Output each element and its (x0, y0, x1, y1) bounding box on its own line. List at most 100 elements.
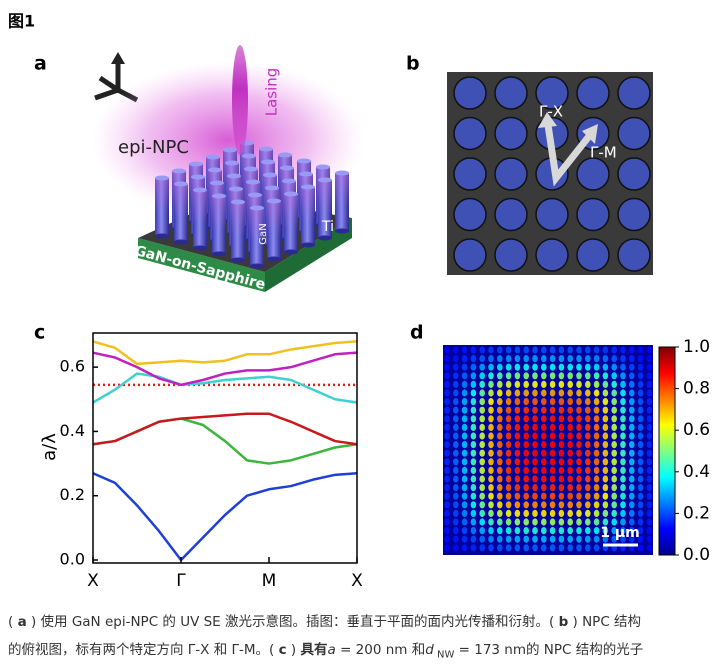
field-spot (602, 423, 609, 431)
field-spot (514, 432, 521, 440)
field-spot (611, 449, 617, 457)
field-spot (479, 475, 486, 483)
field-spot (453, 449, 459, 457)
field-spot (620, 501, 626, 509)
field-spot (523, 449, 529, 457)
lasing-label: Lasing (263, 68, 281, 117)
direction-label: Γ-X (539, 103, 563, 121)
field-spot (453, 527, 459, 535)
band-line (92, 372, 358, 404)
field-spot (541, 423, 547, 431)
field-spot (585, 398, 591, 406)
field-spot (532, 484, 538, 492)
field-spot (593, 415, 600, 423)
field-spot (488, 380, 494, 388)
field-spot (479, 355, 486, 363)
field-spot (505, 346, 512, 354)
field-spot (505, 509, 512, 517)
field-spot (576, 475, 582, 483)
pillar-top (248, 192, 262, 198)
field-spot (523, 372, 529, 380)
arrow-head (538, 112, 557, 128)
field-spot (470, 423, 477, 431)
field-spot (593, 484, 600, 492)
pillar-top (318, 177, 332, 183)
field-spot (646, 492, 653, 500)
field-spot (602, 398, 609, 406)
field-spot (497, 380, 503, 388)
field-spot (470, 484, 477, 492)
field-spot (514, 423, 521, 431)
field-spot (453, 535, 459, 543)
field-spot (585, 527, 591, 535)
field-spot (637, 441, 644, 449)
caption-text: 具有 (300, 642, 328, 658)
caption-text: d (425, 642, 434, 658)
field-spot (453, 389, 459, 397)
field-spot (479, 509, 486, 517)
caption-text: a (17, 614, 27, 630)
field-spot (620, 492, 626, 500)
field-spot (620, 372, 626, 380)
field-spot (479, 441, 486, 449)
field-spot (558, 432, 565, 440)
field-spot (567, 380, 573, 388)
field-spot (479, 492, 486, 500)
field-spot (488, 432, 494, 440)
field-spot (505, 372, 512, 380)
field-spot (514, 398, 521, 406)
pillar-top (174, 181, 188, 187)
field-spot (549, 415, 556, 423)
field-spot (505, 432, 512, 440)
field-spot (629, 423, 635, 431)
field-spot (453, 544, 459, 552)
pillar-top (299, 171, 313, 177)
caption-text: a (327, 642, 336, 658)
field-spot (585, 372, 591, 380)
field-spot (549, 475, 556, 483)
field-map: 1 μm 0.0 0.2 0.4 0.6 0.8 1.0 (443, 337, 710, 565)
field-spot (541, 527, 547, 535)
field-spot (620, 380, 626, 388)
field-spot (646, 423, 653, 431)
field-spot (620, 449, 626, 457)
field-spot (479, 458, 486, 466)
field-spot (620, 432, 626, 440)
scale-bar-label: 1 μm (600, 525, 640, 541)
field-spot (567, 544, 573, 552)
field-spot (444, 372, 450, 380)
field-spot (461, 484, 468, 492)
colorbar (658, 346, 676, 556)
field-spot (567, 441, 573, 449)
substrate-front (138, 238, 265, 292)
field-spot (620, 535, 626, 543)
field-spot (549, 484, 556, 492)
field-spot (453, 415, 459, 423)
field-spot (558, 466, 565, 474)
field-spot (585, 380, 591, 388)
field-spot (453, 346, 459, 354)
field-spot (637, 380, 644, 388)
field-spot (444, 544, 450, 552)
field-spot (549, 346, 556, 354)
field-spot (470, 398, 477, 406)
field-spot (461, 346, 468, 354)
field-spot (567, 475, 573, 483)
field-spot (444, 535, 450, 543)
field-spot (576, 406, 582, 414)
colorbar-tick-label: 0.6 (683, 420, 710, 440)
field-spot (637, 544, 644, 552)
field-spot (461, 449, 468, 457)
field-spot (602, 492, 609, 500)
field-spot (593, 389, 600, 397)
field-spot (514, 518, 521, 526)
field-spot (585, 535, 591, 543)
field-spot (461, 527, 468, 535)
field-spot (479, 484, 486, 492)
field-spot (488, 423, 494, 431)
field-spot (523, 346, 529, 354)
field-spot (541, 492, 547, 500)
field-spot (576, 458, 582, 466)
field-spot (567, 432, 573, 440)
